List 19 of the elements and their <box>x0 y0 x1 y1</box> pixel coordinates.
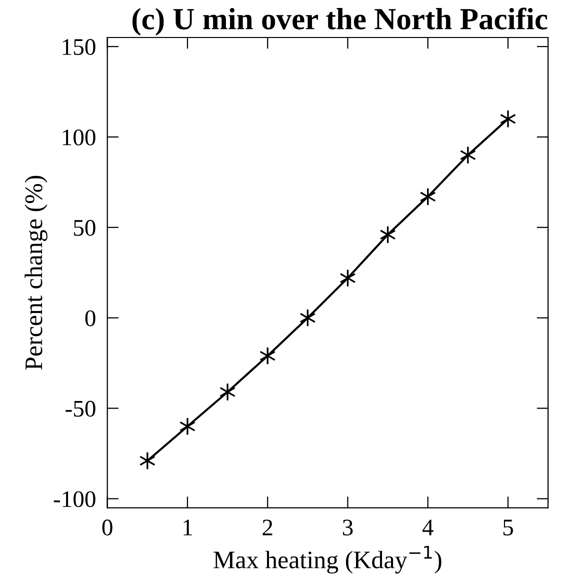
y-tick-label: 150 <box>62 39 96 55</box>
y-tick-label: 0 <box>85 310 96 326</box>
x-tick-label: 3 <box>342 520 353 536</box>
chart-title: (c) U min over the North Pacific <box>132 8 548 36</box>
y-tick-label: 100 <box>62 129 96 146</box>
x-tick-label: 4 <box>422 520 434 536</box>
y-tick-label: -50 <box>66 400 96 417</box>
y-axis-title: Percent change (%) <box>24 176 48 370</box>
point <box>460 146 476 164</box>
point <box>500 110 516 128</box>
x-tick-label: 1 <box>184 520 192 536</box>
y-tick-label: 50 <box>74 220 96 236</box>
point <box>179 417 196 436</box>
point <box>219 382 236 402</box>
y-tick-label: -100 <box>54 491 96 508</box>
x-tick-label: 5 <box>503 520 513 536</box>
x-tick-label: 2 <box>262 520 272 536</box>
x-tick-label: 0 <box>102 520 112 536</box>
x-axis-title: Max heating (Kday$^{−1}$) <box>214 546 442 574</box>
